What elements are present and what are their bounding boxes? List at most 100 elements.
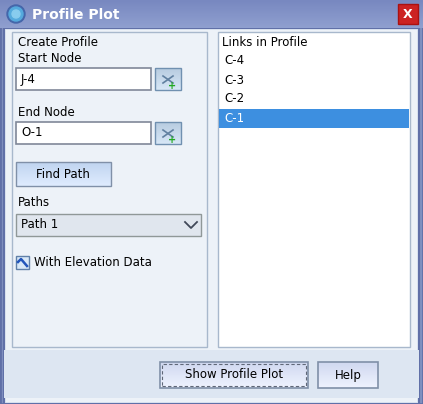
Bar: [0, 9, 423, 10]
Bar: [155, 143, 181, 144]
Bar: [0, 6, 423, 7]
Text: +: +: [168, 81, 176, 91]
Bar: [160, 365, 308, 366]
Bar: [155, 142, 181, 143]
Bar: [16, 164, 111, 165]
Bar: [318, 387, 378, 388]
Bar: [155, 140, 181, 141]
Bar: [12, 32, 207, 347]
Text: Paths: Paths: [18, 196, 50, 208]
Bar: [160, 378, 308, 379]
Bar: [16, 184, 111, 185]
Bar: [0, 0, 423, 1]
Bar: [0, 17, 423, 18]
Bar: [160, 364, 308, 365]
Bar: [0, 19, 423, 20]
Bar: [318, 373, 378, 374]
Bar: [155, 132, 181, 133]
Text: With Elevation Data: With Elevation Data: [34, 257, 152, 269]
Bar: [162, 364, 306, 386]
Bar: [16, 162, 111, 186]
Bar: [16, 68, 151, 90]
Bar: [160, 376, 308, 377]
Bar: [155, 127, 181, 128]
Bar: [155, 84, 181, 85]
Text: Profile Plot: Profile Plot: [32, 8, 120, 22]
Bar: [160, 363, 308, 364]
Bar: [155, 137, 181, 138]
Bar: [318, 369, 378, 370]
Bar: [160, 367, 308, 368]
Bar: [155, 87, 181, 88]
Bar: [160, 374, 308, 375]
Bar: [318, 365, 378, 366]
Text: C-1: C-1: [224, 112, 244, 124]
Bar: [155, 122, 181, 123]
Bar: [318, 364, 378, 365]
Bar: [160, 375, 308, 376]
Bar: [155, 70, 181, 71]
Bar: [155, 135, 181, 136]
Bar: [0, 5, 423, 6]
Text: Start Node: Start Node: [18, 51, 82, 65]
Bar: [160, 362, 308, 363]
Bar: [155, 77, 181, 78]
Bar: [155, 124, 181, 125]
Bar: [155, 79, 181, 80]
Bar: [160, 377, 308, 378]
Bar: [160, 384, 308, 385]
Bar: [16, 171, 111, 172]
Bar: [155, 122, 181, 144]
Bar: [0, 24, 423, 25]
Bar: [160, 372, 308, 373]
Bar: [318, 368, 378, 369]
Bar: [155, 73, 181, 74]
Bar: [160, 380, 308, 381]
Bar: [155, 125, 181, 126]
Bar: [16, 178, 111, 179]
Text: C-3: C-3: [224, 74, 244, 86]
Bar: [160, 379, 308, 380]
Bar: [318, 362, 378, 388]
Bar: [0, 7, 423, 8]
Bar: [318, 366, 378, 367]
Bar: [16, 167, 111, 168]
Bar: [155, 68, 181, 69]
Bar: [0, 22, 423, 23]
Bar: [160, 369, 308, 370]
Bar: [318, 379, 378, 380]
Text: O-1: O-1: [21, 126, 42, 139]
Bar: [318, 381, 378, 382]
Bar: [16, 214, 201, 236]
Bar: [218, 32, 410, 347]
Bar: [0, 21, 423, 22]
Bar: [155, 136, 181, 137]
Bar: [160, 366, 308, 367]
Bar: [16, 162, 111, 163]
Bar: [0, 12, 423, 13]
Bar: [155, 75, 181, 76]
Bar: [219, 109, 409, 128]
Text: End Node: End Node: [18, 105, 75, 118]
Text: Help: Help: [335, 368, 361, 381]
Bar: [155, 138, 181, 139]
Bar: [155, 80, 181, 81]
Text: C-2: C-2: [224, 93, 244, 105]
Bar: [16, 122, 151, 144]
Bar: [398, 4, 418, 24]
Bar: [16, 169, 111, 170]
Bar: [16, 165, 111, 166]
Bar: [318, 370, 378, 371]
Bar: [318, 384, 378, 385]
Bar: [160, 381, 308, 382]
Bar: [160, 382, 308, 383]
Bar: [16, 163, 111, 164]
Bar: [4, 350, 419, 398]
Bar: [16, 175, 111, 176]
Bar: [318, 385, 378, 386]
Text: Path 1: Path 1: [21, 219, 58, 231]
Text: Create Profile: Create Profile: [18, 36, 98, 48]
Text: Links in Profile: Links in Profile: [222, 36, 308, 48]
Circle shape: [7, 5, 25, 23]
Bar: [160, 362, 308, 388]
